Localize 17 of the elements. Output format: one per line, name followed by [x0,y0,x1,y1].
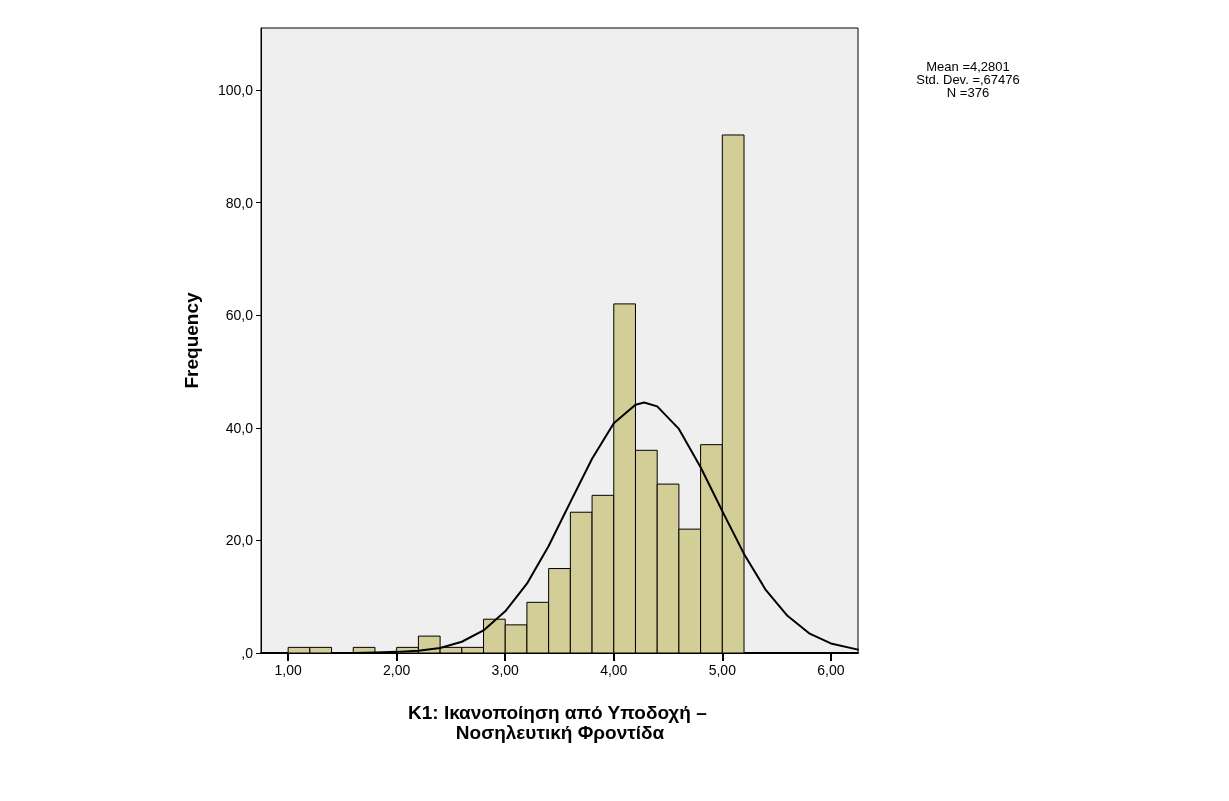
x-axis-title: K1: Ικανοποίηση από Υποδοχή – Νοσηλευτική Φροντίδα [407,701,713,743]
text: N =376 [946,85,990,100]
x-tick-label: 1,00 [274,662,302,678]
y-tick-label: 40,0 [225,419,254,436]
x-tick-label: 2,00 [383,662,411,678]
y-axis-title: Frequency [181,292,202,389]
y-tick-label: 80,0 [225,194,254,211]
y-tick-label: 100,0 [217,81,254,98]
text: Std. Dev. =,67476 [916,72,1020,87]
x-tick-label: 4,00 [600,662,628,678]
x-tick-label: 6,00 [817,662,845,678]
text: Mean =4,2801 [926,59,1010,74]
y-tick-label: ,0 [241,645,254,661]
x-tick-label: 3,00 [491,662,520,678]
y-tick-label: 60,0 [225,307,254,324]
y-tick-label: 20,0 [225,532,254,549]
x-tick-label: 5,00 [708,662,737,678]
